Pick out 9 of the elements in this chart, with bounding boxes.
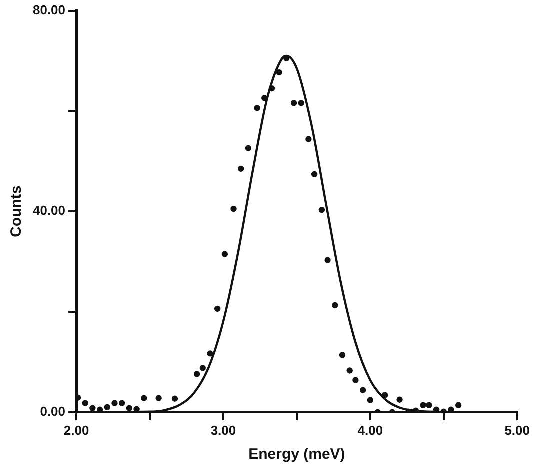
x-axis-title: Energy (meV) (248, 446, 346, 464)
y-tick-label: 80.00 (32, 2, 66, 18)
x-tick-label: 5.00 (504, 422, 530, 438)
y-tick-label: 0.00 (40, 404, 66, 419)
x-tick-label: 2.00 (64, 422, 90, 438)
x-tick-label: 4.00 (358, 422, 384, 438)
x-tick-label: 3.00 (210, 422, 236, 438)
y-tick-label: 40.00 (32, 203, 66, 218)
y-axis-title: Counts (8, 186, 26, 238)
